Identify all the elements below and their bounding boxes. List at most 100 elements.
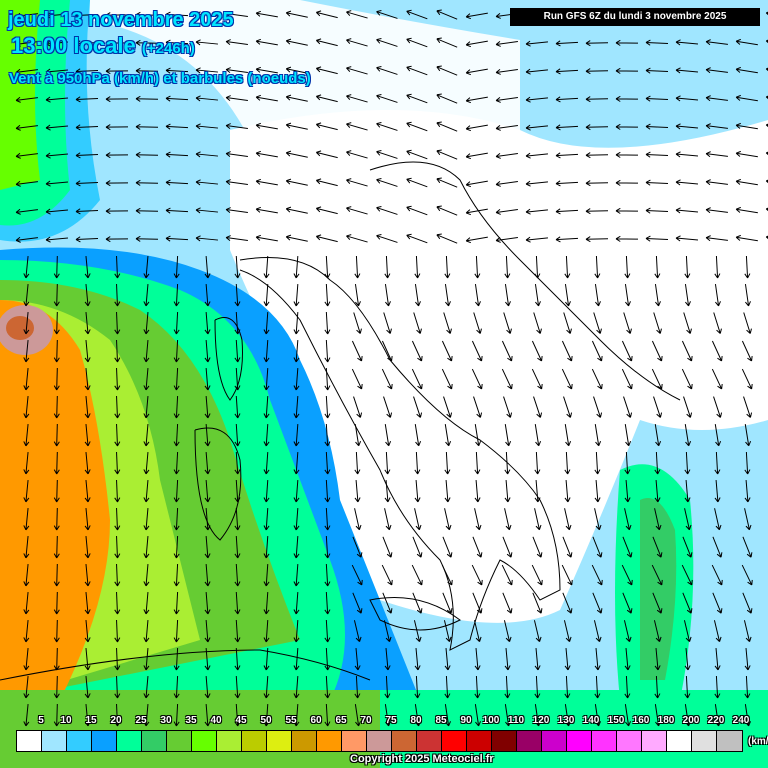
- wind-arrow: [195, 39, 218, 46]
- wind-arrow: [705, 67, 728, 74]
- wind-arrow: [654, 479, 661, 503]
- wind-arrow: [384, 647, 391, 671]
- wind-arrow: [234, 339, 241, 363]
- wind-arrow: [173, 395, 180, 419]
- legend-swatch: [217, 731, 242, 751]
- wind-arrow: [234, 591, 241, 615]
- wind-arrow: [324, 535, 331, 559]
- wind-arrow: [255, 206, 278, 214]
- wind-arrow: [675, 123, 699, 130]
- wind-arrow: [653, 312, 662, 334]
- wind-arrow: [684, 451, 691, 475]
- wind-arrow: [376, 233, 398, 243]
- wind-arrow: [204, 311, 211, 335]
- wind-arrow: [346, 10, 368, 19]
- wind-arrow: [23, 704, 30, 727]
- wind-arrow: [533, 312, 542, 334]
- wind-arrow: [465, 40, 488, 48]
- wind-arrow: [443, 620, 452, 643]
- wind-arrow: [84, 256, 91, 279]
- legend-swatch: [317, 731, 342, 751]
- wind-arrow: [15, 152, 38, 159]
- wind-arrow: [711, 564, 723, 586]
- wind-arrow: [165, 179, 189, 186]
- wind-arrow: [204, 479, 211, 503]
- wind-arrow: [683, 620, 692, 643]
- wind-arrow: [473, 396, 483, 418]
- wind-arrow: [173, 591, 180, 615]
- wind-arrow: [495, 180, 518, 187]
- wind-arrow: [525, 180, 548, 187]
- wind-arrow: [173, 367, 180, 391]
- wind-arrow: [84, 396, 91, 419]
- wind-arrow: [53, 423, 60, 447]
- wind-arrow: [234, 619, 241, 643]
- wind-arrow: [285, 206, 308, 214]
- wind-arrow: [473, 312, 482, 334]
- wind-arrow: [114, 647, 121, 671]
- wind-arrow: [53, 283, 60, 307]
- legend-label: 150: [607, 715, 625, 726]
- legend-swatch: [92, 731, 117, 751]
- wind-arrow: [585, 208, 609, 215]
- wind-arrow: [23, 564, 30, 587]
- legend-swatch: [117, 731, 142, 751]
- wind-arrow: [354, 284, 361, 307]
- wind-arrow: [204, 619, 211, 643]
- wind-arrow: [114, 367, 121, 391]
- wind-arrow: [414, 284, 421, 307]
- wind-arrow: [534, 647, 541, 671]
- wind-arrow: [444, 508, 452, 531]
- wind-arrow: [173, 255, 180, 279]
- wind-arrow: [712, 592, 723, 614]
- wind-arrow: [443, 396, 453, 418]
- wind-arrow: [555, 180, 579, 187]
- wind-arrow: [406, 9, 428, 20]
- wind-arrow: [354, 451, 361, 475]
- wind-arrow: [354, 675, 361, 699]
- wind-arrow: [441, 368, 453, 390]
- wind-arrow: [414, 508, 422, 531]
- wind-arrow: [255, 122, 278, 130]
- legend-swatch: [417, 731, 442, 751]
- wind-arrow: [204, 675, 211, 699]
- wind-arrow: [84, 340, 91, 363]
- wind-arrow: [474, 424, 482, 447]
- wind-arrow: [143, 535, 150, 559]
- wind-arrow: [354, 704, 361, 727]
- wind-arrow: [474, 508, 482, 531]
- wind-arrow: [105, 152, 129, 159]
- wind-arrow: [594, 284, 601, 307]
- wind-arrow: [225, 151, 248, 158]
- wind-arrow: [382, 592, 393, 614]
- wind-arrow: [503, 620, 512, 643]
- wind-arrow: [684, 424, 692, 447]
- wind-arrow: [346, 234, 368, 243]
- wind-arrow: [346, 178, 368, 187]
- wind-arrow: [414, 451, 421, 475]
- legend-swatch: [192, 731, 217, 751]
- legend-label: 75: [385, 715, 397, 726]
- wind-arrow: [234, 675, 241, 699]
- wind-arrow: [285, 178, 308, 186]
- wind-arrow: [564, 451, 571, 475]
- wind-arrow: [562, 536, 573, 558]
- wind-arrow: [114, 535, 121, 559]
- wind-arrow: [555, 68, 579, 75]
- wind-arrow: [406, 37, 428, 48]
- wind-arrow: [353, 396, 363, 418]
- wind-arrow: [354, 255, 361, 279]
- wind-arrow: [165, 11, 189, 18]
- wind-arrow: [414, 675, 421, 699]
- wind-arrow: [53, 675, 60, 699]
- wind-arrow: [15, 180, 38, 187]
- wind-arrow: [654, 704, 661, 727]
- wind-arrow: [444, 424, 452, 447]
- wind-arrow: [376, 93, 398, 103]
- wind-arrow: [645, 207, 669, 214]
- wind-arrow: [504, 284, 511, 307]
- wind-arrow: [585, 152, 609, 159]
- wind-arrow: [384, 675, 391, 699]
- wind-arrow: [53, 647, 60, 671]
- wind-arrow: [23, 480, 30, 503]
